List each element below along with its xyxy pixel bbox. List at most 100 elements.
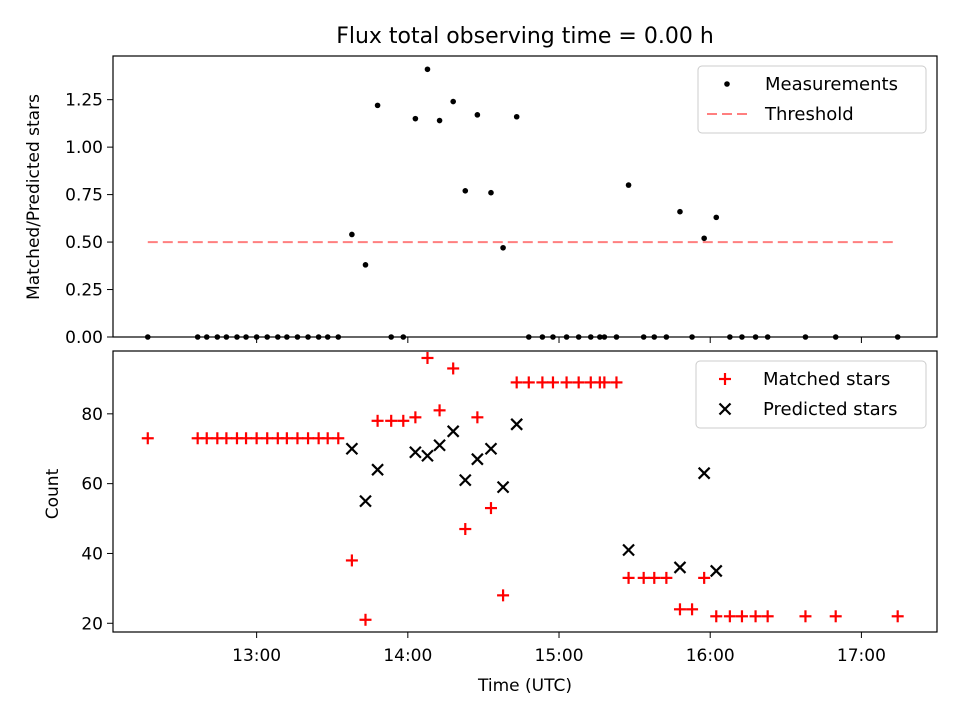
matched-point <box>622 571 635 584</box>
measurement-point <box>802 334 809 340</box>
measurement-point <box>689 334 695 340</box>
measurement-point <box>388 334 394 340</box>
legend-matched-label: Matched stars <box>763 369 890 390</box>
measurement-point <box>275 334 281 340</box>
top-axes-frame <box>112 55 938 338</box>
measurement-point <box>613 334 620 340</box>
x-tick-label: 14:00 <box>383 646 432 666</box>
y-tick-label: 20 <box>81 614 103 634</box>
measurement-point <box>462 188 469 194</box>
x-tick-label: 13:00 <box>232 646 281 666</box>
measurement-point <box>362 262 369 268</box>
matched-point <box>761 610 774 623</box>
measurement-point <box>640 334 647 340</box>
measurement-point <box>284 334 290 340</box>
predicted-point <box>459 473 472 487</box>
legend-predicted-label: Predicted stars <box>763 399 897 420</box>
y-tick-label: 1.00 <box>65 138 103 158</box>
matched-point <box>421 351 434 364</box>
matched-point <box>261 432 274 445</box>
measurement-point <box>234 334 240 340</box>
matched-point <box>536 376 549 389</box>
matched-point <box>220 432 233 445</box>
measurement-point <box>563 334 570 340</box>
matched-point <box>572 376 585 389</box>
measurement-point <box>264 334 271 340</box>
measurement-point <box>651 334 658 340</box>
measurement-point <box>349 231 355 238</box>
measurement-point <box>424 66 431 73</box>
top-y-ticks: 0.00 0.25 0.50 0.75 1.00 1.25 <box>65 91 113 348</box>
predicted-point <box>496 480 510 494</box>
matched-point <box>660 571 673 584</box>
measurement-point <box>335 334 342 340</box>
legend-measurements-marker <box>724 81 730 87</box>
measurement-point <box>701 235 707 242</box>
top-y-axis-label: Matched/Predicted stars <box>24 94 44 300</box>
matched-point <box>648 571 661 584</box>
matched-point <box>829 610 842 623</box>
top-panel: 0.00 0.25 0.50 0.75 1.00 1.25 Matched/Predict… <box>24 55 938 348</box>
measurement-point <box>214 334 221 340</box>
measurement-point <box>144 334 151 340</box>
predicted-point <box>697 466 711 480</box>
predicted-point <box>345 442 359 456</box>
bottom-legend: Matched stars Predicted stars <box>695 360 927 429</box>
measurement-point <box>412 115 419 122</box>
predicted-point <box>446 425 460 438</box>
x-axis-label: Time (UTC) <box>477 676 572 696</box>
measurement-point <box>550 334 556 340</box>
matched-point <box>710 610 723 623</box>
measurement-point <box>513 113 520 120</box>
matched-point <box>686 603 699 616</box>
y-tick-label: 80 <box>81 405 103 425</box>
measurement-point <box>663 334 670 340</box>
measurement-point <box>713 214 720 221</box>
matched-point <box>546 376 559 389</box>
bottom-panel: 20 40 60 80 13:00 14:00 15:00 16:00 17:00 Count… <box>43 350 938 696</box>
measurement-point <box>374 102 381 109</box>
measurement-point <box>764 334 771 340</box>
predicted-point <box>484 442 498 456</box>
matched-point <box>723 610 736 623</box>
measurement-point <box>601 334 608 340</box>
matched-point <box>560 376 573 389</box>
measurement-point <box>315 334 322 340</box>
matched-point <box>610 376 623 389</box>
y-tick-label: 40 <box>81 544 103 564</box>
matched-point <box>510 376 523 389</box>
x-tick-label: 15:00 <box>535 646 584 666</box>
predicted-point <box>371 463 384 476</box>
measurement-point <box>500 244 506 251</box>
predicted-point <box>510 418 523 431</box>
matched-point <box>673 603 686 616</box>
matched-point <box>200 432 213 445</box>
measurement-point <box>488 189 494 196</box>
matched-point <box>141 432 154 445</box>
matched-point <box>302 432 315 445</box>
matched-point <box>280 432 293 445</box>
matched-point <box>321 432 334 445</box>
predicted-point <box>673 561 687 574</box>
measurement-point <box>243 334 249 340</box>
top-legend-box <box>697 65 927 134</box>
matched-point <box>637 571 650 584</box>
matched-point <box>345 554 358 567</box>
top-x-ticks <box>256 337 862 343</box>
predicted-point <box>421 449 434 462</box>
predicted-point <box>622 543 635 557</box>
measurement-point <box>525 334 532 340</box>
legend-cross <box>718 402 732 416</box>
matched-point <box>799 610 812 623</box>
legend-measurements-label: Measurements <box>765 74 898 95</box>
legend-matched-marker <box>719 373 731 385</box>
matched-point <box>459 523 472 536</box>
matched-point <box>484 502 497 515</box>
matched-point <box>471 411 484 424</box>
matched-point <box>598 376 611 389</box>
measurement-point <box>539 334 546 340</box>
measurement-point <box>436 117 443 124</box>
y-tick-label: 0.50 <box>65 233 103 253</box>
y-tick-label: 1.25 <box>65 91 103 111</box>
